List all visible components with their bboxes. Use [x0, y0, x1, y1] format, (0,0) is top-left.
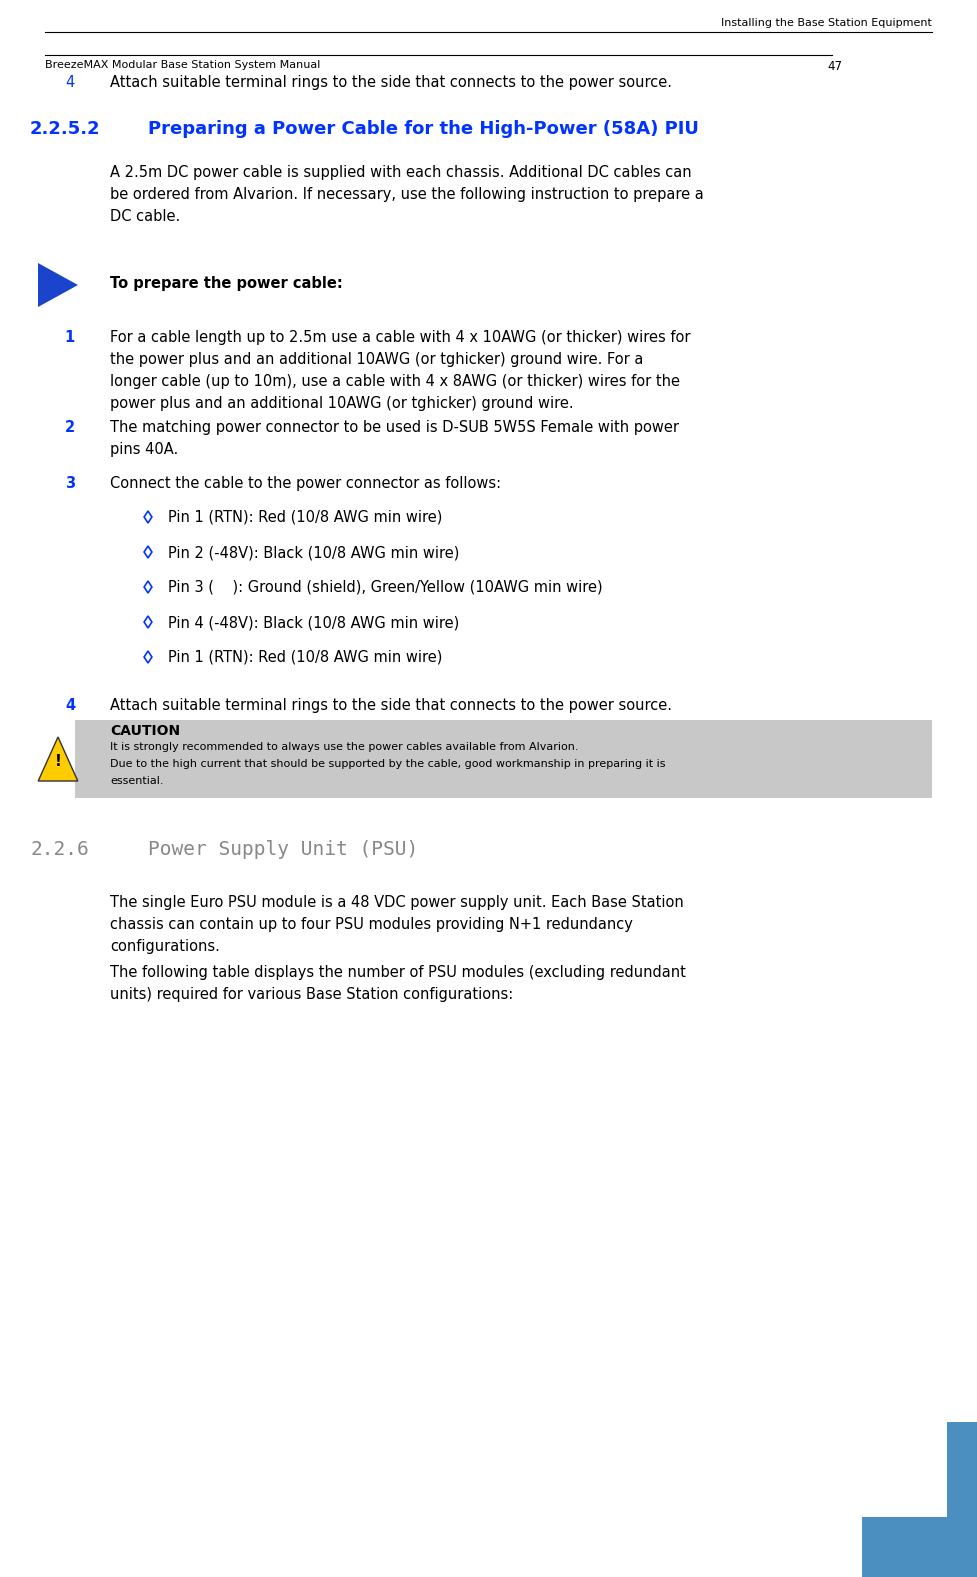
Text: A 2.5m DC power cable is supplied with each chassis. Additional DC cables can: A 2.5m DC power cable is supplied with e…: [110, 166, 692, 180]
Bar: [862, 1422, 977, 1577]
Text: Attach suitable terminal rings to the side that connects to the power source.: Attach suitable terminal rings to the si…: [110, 76, 672, 90]
Text: Pin 3 (    ): Ground (shield), Green/Yellow (10AWG min wire): Pin 3 ( ): Ground (shield), Green/Yellow…: [168, 580, 603, 595]
Text: Pin 2 (-48V): Black (10/8 AWG min wire): Pin 2 (-48V): Black (10/8 AWG min wire): [168, 546, 459, 560]
Polygon shape: [144, 511, 151, 524]
Text: be ordered from Alvarion. If necessary, use the following instruction to prepare: be ordered from Alvarion. If necessary, …: [110, 188, 703, 202]
Text: CAUTION: CAUTION: [110, 724, 180, 738]
Text: power plus and an additional 10AWG (or tghicker) ground wire.: power plus and an additional 10AWG (or t…: [110, 396, 573, 412]
Text: It is strongly recommended to always use the power cables available from Alvario: It is strongly recommended to always use…: [110, 743, 578, 752]
Text: 2: 2: [64, 419, 75, 435]
Text: Pin 1 (RTN): Red (10/8 AWG min wire): Pin 1 (RTN): Red (10/8 AWG min wire): [168, 650, 443, 665]
Text: The single Euro PSU module is a 48 VDC power supply unit. Each Base Station: The single Euro PSU module is a 48 VDC p…: [110, 896, 684, 910]
Text: Pin 4 (-48V): Black (10/8 AWG min wire): Pin 4 (-48V): Black (10/8 AWG min wire): [168, 615, 459, 629]
Polygon shape: [144, 651, 151, 662]
Text: For a cable length up to 2.5m use a cable with 4 x 10AWG (or thicker) wires for: For a cable length up to 2.5m use a cabl…: [110, 330, 691, 345]
Text: 3: 3: [64, 476, 75, 490]
Text: 2.2.5.2: 2.2.5.2: [30, 120, 101, 139]
Text: 4: 4: [65, 76, 75, 90]
Text: Installing the Base Station Equipment: Installing the Base Station Equipment: [721, 17, 932, 28]
Text: The following table displays the number of PSU modules (excluding redundant: The following table displays the number …: [110, 965, 686, 979]
Text: chassis can contain up to four PSU modules providing N+1 redundancy: chassis can contain up to four PSU modul…: [110, 916, 633, 932]
Text: Pin 1 (RTN): Red (10/8 AWG min wire): Pin 1 (RTN): Red (10/8 AWG min wire): [168, 509, 443, 525]
Text: configurations.: configurations.: [110, 938, 220, 954]
Text: the power plus and an additional 10AWG (or tghicker) ground wire. For a: the power plus and an additional 10AWG (…: [110, 352, 644, 367]
Bar: [862, 1422, 947, 1517]
Text: pins 40A.: pins 40A.: [110, 442, 178, 457]
Polygon shape: [144, 546, 151, 558]
Text: 47: 47: [827, 60, 842, 73]
Text: Due to the high current that should be supported by the cable, good workmanship : Due to the high current that should be s…: [110, 759, 665, 770]
Text: 4: 4: [64, 699, 75, 713]
Text: BreezeMAX Modular Base Station System Manual: BreezeMAX Modular Base Station System Ma…: [45, 60, 320, 69]
Polygon shape: [144, 617, 151, 628]
Text: essential.: essential.: [110, 776, 163, 785]
Text: 1: 1: [64, 330, 75, 345]
Text: Preparing a Power Cable for the High-Power (58A) PIU: Preparing a Power Cable for the High-Pow…: [148, 120, 699, 139]
Polygon shape: [38, 736, 78, 781]
Text: Connect the cable to the power connector as follows:: Connect the cable to the power connector…: [110, 476, 501, 490]
Text: Attach suitable terminal rings to the side that connects to the power source.: Attach suitable terminal rings to the si…: [110, 699, 672, 713]
Polygon shape: [38, 263, 78, 308]
Bar: [862, 1517, 977, 1577]
Text: !: !: [55, 754, 62, 770]
Polygon shape: [144, 580, 151, 593]
Bar: [75, 721, 932, 798]
Text: longer cable (up to 10m), use a cable with 4 x 8AWG (or thicker) wires for the: longer cable (up to 10m), use a cable wi…: [110, 374, 680, 390]
Text: To prepare the power cable:: To prepare the power cable:: [110, 276, 343, 292]
Text: units) required for various Base Station configurations:: units) required for various Base Station…: [110, 987, 513, 1001]
Text: The matching power connector to be used is D-SUB 5W5S Female with power: The matching power connector to be used …: [110, 419, 679, 435]
Text: Power Supply Unit (PSU): Power Supply Unit (PSU): [148, 841, 418, 859]
Text: DC cable.: DC cable.: [110, 210, 180, 224]
Text: 2.2.6: 2.2.6: [30, 841, 89, 859]
